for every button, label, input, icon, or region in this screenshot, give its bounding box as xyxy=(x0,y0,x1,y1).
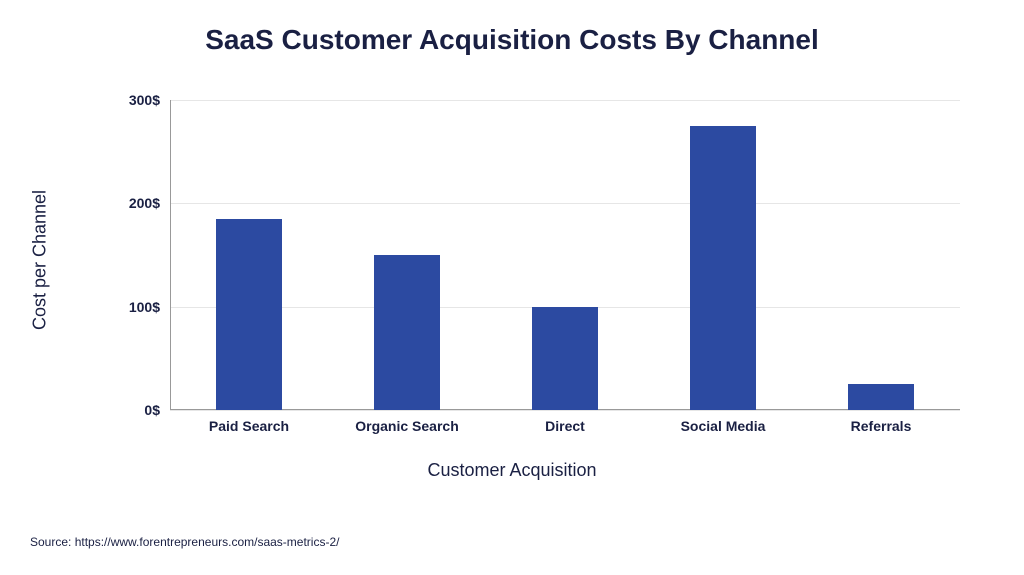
source-prefix: Source: xyxy=(30,535,75,549)
chart-plot-area: 0$100$200$300$Paid SearchOrganic SearchD… xyxy=(170,100,960,410)
source-url: https://www.forentrepreneurs.com/saas-me… xyxy=(75,535,340,549)
x-tick-label: Organic Search xyxy=(355,418,459,434)
y-tick-label: 0$ xyxy=(144,402,160,418)
bar xyxy=(374,255,440,410)
x-tick-label: Paid Search xyxy=(209,418,289,434)
y-tick-label: 100$ xyxy=(129,299,160,315)
plot-region: 0$100$200$300$Paid SearchOrganic SearchD… xyxy=(170,100,960,410)
bar xyxy=(690,126,756,410)
bar xyxy=(216,219,282,410)
chart-title: SaaS Customer Acquisition Costs By Chann… xyxy=(0,24,1024,56)
y-axis-label: Cost per Channel xyxy=(30,190,51,330)
x-tick-label: Direct xyxy=(545,418,585,434)
bar xyxy=(532,307,598,410)
bar xyxy=(848,384,914,410)
x-tick-label: Social Media xyxy=(681,418,766,434)
grid-line xyxy=(170,203,960,204)
x-tick-label: Referrals xyxy=(851,418,912,434)
chart-container: SaaS Customer Acquisition Costs By Chann… xyxy=(0,0,1024,575)
grid-line xyxy=(170,410,960,411)
grid-line xyxy=(170,100,960,101)
x-axis-label: Customer Acquisition xyxy=(0,460,1024,481)
y-tick-label: 300$ xyxy=(129,92,160,108)
y-axis-line xyxy=(170,100,171,410)
source-text: Source: https://www.forentrepreneurs.com… xyxy=(30,535,339,549)
y-tick-label: 200$ xyxy=(129,195,160,211)
